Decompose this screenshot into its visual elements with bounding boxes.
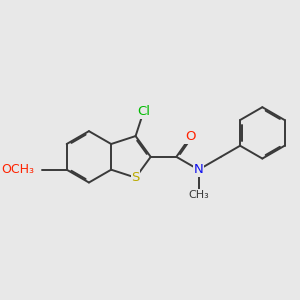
Text: N: N [194, 163, 203, 176]
Text: CH₃: CH₃ [188, 190, 209, 200]
Text: S: S [131, 171, 140, 184]
Text: OCH₃: OCH₃ [1, 163, 34, 176]
Text: Cl: Cl [137, 105, 150, 118]
Text: O: O [185, 130, 196, 143]
